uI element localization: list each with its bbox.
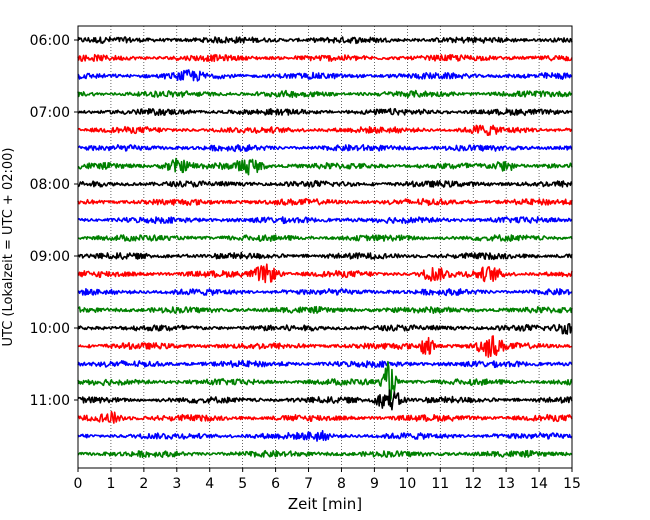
plot-frame — [77, 25, 573, 469]
trace-line — [77, 143, 573, 153]
x-tick-label: 15 — [563, 476, 581, 492]
y-tick-label: 08:00 — [30, 177, 70, 193]
x-tick-label: 5 — [238, 476, 247, 492]
y-tick-label: 11:00 — [30, 393, 70, 409]
trace-line — [77, 124, 573, 137]
trace-line — [77, 53, 573, 63]
x-tick-label: 8 — [337, 476, 346, 492]
y-axis-label: UTC (Lokalzeit = UTC + 02:00) — [1, 148, 16, 347]
trace-line — [77, 107, 573, 117]
traces — [77, 36, 573, 459]
x-tick-label: 3 — [172, 476, 181, 492]
trace-line — [77, 288, 573, 297]
trace-line — [78, 410, 573, 424]
trace-line — [77, 360, 573, 369]
trace-line — [77, 216, 573, 225]
x-tick-label: 12 — [464, 476, 482, 492]
x-tick-label: 7 — [304, 476, 313, 492]
y-tick-label: 10:00 — [30, 321, 70, 337]
trace-line — [77, 179, 573, 188]
trace-line — [77, 197, 573, 207]
trace-line — [77, 157, 573, 176]
x-tick-label: 6 — [271, 476, 280, 492]
y-tick-label: 07:00 — [30, 105, 70, 121]
x-tick-label: 2 — [139, 476, 148, 492]
trace-line — [77, 69, 573, 82]
x-tick-label: 13 — [497, 476, 515, 492]
x-axis-label: Zeit [min] — [288, 495, 362, 513]
trace-line — [77, 263, 573, 284]
x-tick-label: 11 — [431, 476, 449, 492]
trace-line — [77, 323, 573, 335]
x-tick-label: 10 — [398, 476, 416, 492]
x-tick-label: 0 — [74, 476, 83, 492]
trace-line — [77, 36, 573, 45]
x-tick-label: 14 — [530, 476, 548, 492]
plot-area — [78, 26, 572, 468]
trace-line — [77, 89, 573, 99]
trace-line — [77, 360, 573, 402]
x-tick-label: 1 — [106, 476, 115, 492]
trace-line — [77, 234, 573, 242]
trace-line — [77, 449, 573, 459]
trace-line — [77, 305, 573, 315]
y-tick-label: 06:00 — [30, 33, 70, 49]
x-tick-label: 9 — [370, 476, 379, 492]
trace-line — [77, 389, 573, 411]
y-tick-label: 09:00 — [30, 249, 70, 265]
y-axis: 06:00 07:00 08:00 09:00 10:00 11:00 — [30, 33, 78, 409]
trace-line — [77, 430, 573, 442]
trace-line — [77, 251, 573, 261]
x-axis: 0 1 2 3 4 5 6 7 8 9 10 11 12 13 14 15 — [74, 468, 581, 492]
x-tick-label: 4 — [205, 476, 214, 492]
trace-line — [77, 335, 573, 358]
